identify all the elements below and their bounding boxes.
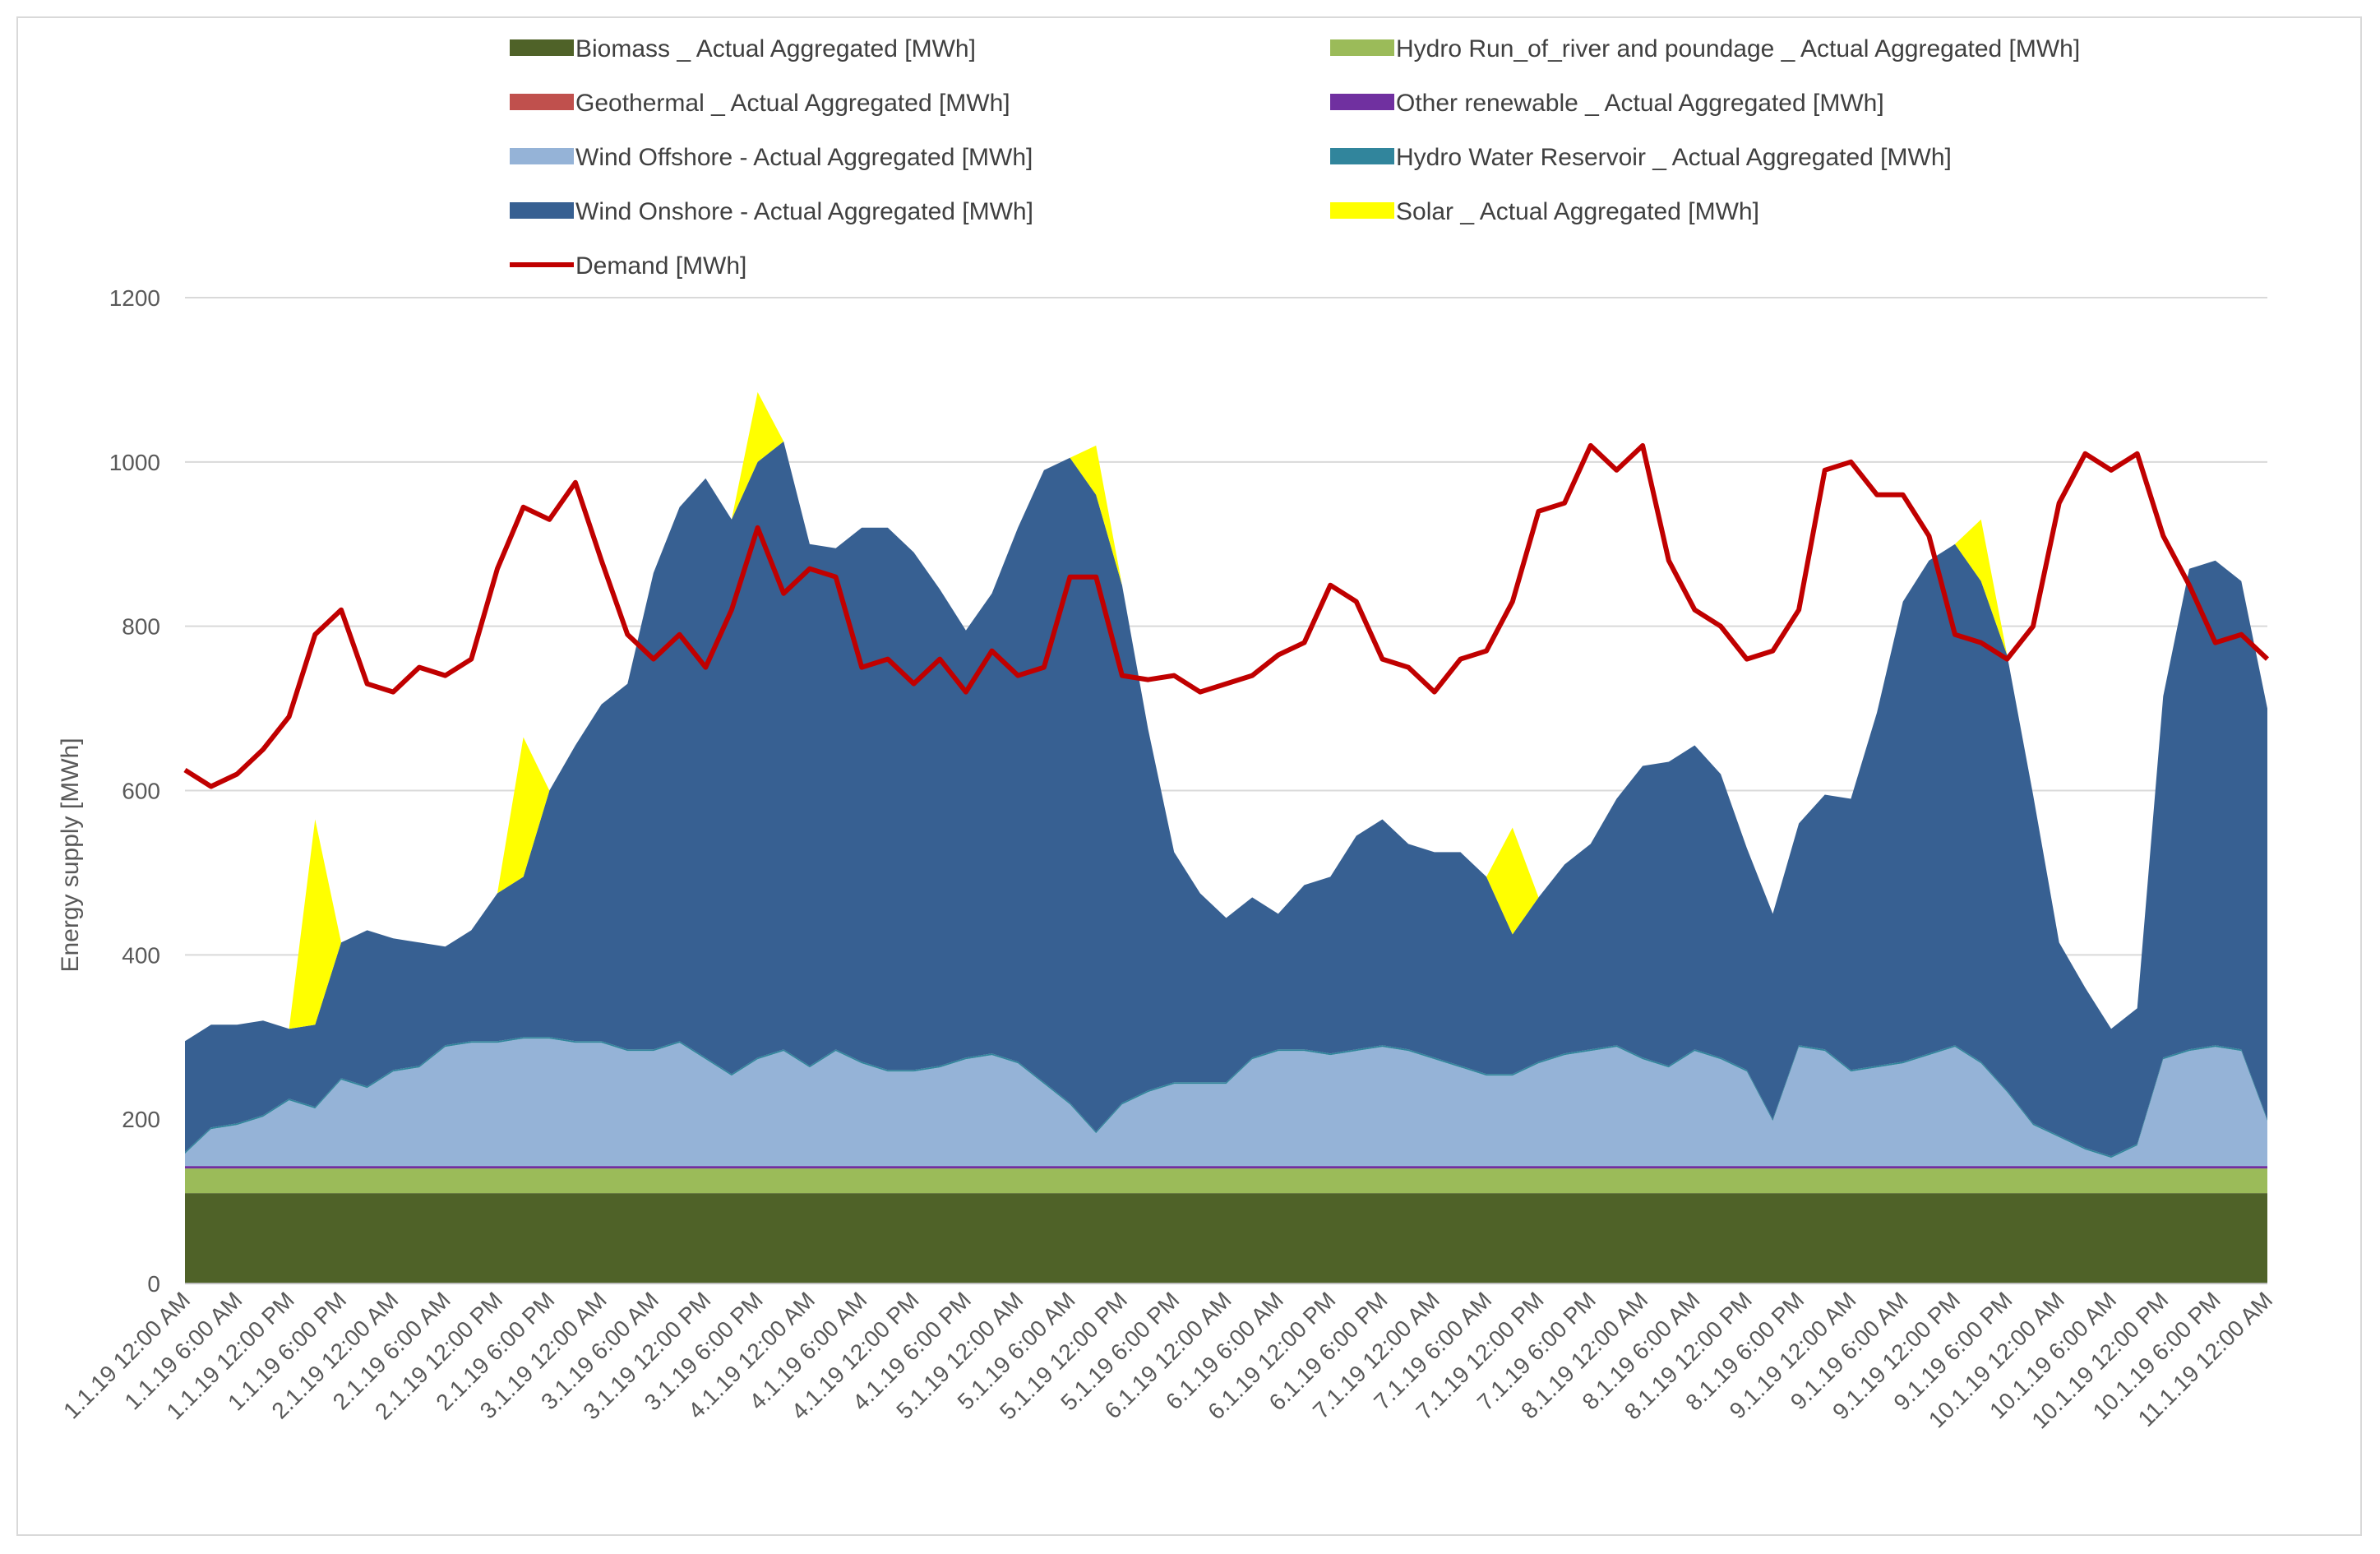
legend-label-7: Solar _ Actual Aggregated [MWh] [1396, 198, 1759, 225]
y-tick-label: 0 [147, 1271, 160, 1297]
area-series-4 [185, 1038, 2267, 1167]
y-tick-label: 1200 [109, 285, 160, 311]
legend-label-3: Other renewable _ Actual Aggregated [MWh… [1396, 90, 1884, 117]
area-series-3 [185, 1166, 2267, 1169]
legend-label-0: Biomass _ Actual Aggregated [MWh] [575, 35, 976, 62]
y-axis: 0 200 400 600 800 1000 1200 [109, 285, 160, 1297]
y-tick-label: 800 [122, 614, 160, 640]
legend-label-4: Wind Offshore - Actual Aggregated [MWh] [575, 144, 1033, 171]
demand-line [183, 442, 2270, 789]
legend-swatch-5 [1330, 148, 1394, 164]
legend-swatch-0 [510, 39, 574, 56]
x-axis: 1.1.19 12:00 AM1.1.19 6:00 AM1.1.19 12:0… [58, 1283, 2277, 1434]
legend: Biomass _ Actual Aggregated [MWh] Hydro R… [510, 35, 2080, 280]
legend-label-1: Hydro Run_of_river and poundage _ Actual… [1396, 35, 2080, 62]
y-tick-label: 400 [122, 942, 160, 968]
legend-label-6: Wind Onshore - Actual Aggregated [MWh] [575, 198, 1033, 225]
legend-swatch-2 [510, 94, 574, 110]
y-tick-label: 1000 [109, 450, 160, 475]
y-tick-label: 600 [122, 779, 160, 804]
legend-label-2: Geothermal _ Actual Aggregated [MWh] [575, 90, 1010, 117]
legend-label-5: Hydro Water Reservoir _ Actual Aggregate… [1396, 144, 1952, 171]
area-series-0 [185, 1193, 2267, 1283]
legend-swatch-4 [510, 148, 574, 164]
legend-swatch-7 [1330, 202, 1394, 219]
area-series-6 [185, 441, 2267, 1157]
legend-swatch-3 [1330, 94, 1394, 110]
legend-swatch-1 [1330, 39, 1394, 56]
y-axis-title: Energy supply [MWh] [57, 738, 84, 972]
y-tick-label: 200 [122, 1107, 160, 1132]
area-series-1 [185, 1168, 2267, 1194]
stacked-areas [185, 391, 2267, 1283]
demand-line-group [183, 442, 2270, 789]
legend-swatch-6 [510, 202, 574, 219]
legend-label-demand: Demand [MWh] [575, 252, 746, 280]
